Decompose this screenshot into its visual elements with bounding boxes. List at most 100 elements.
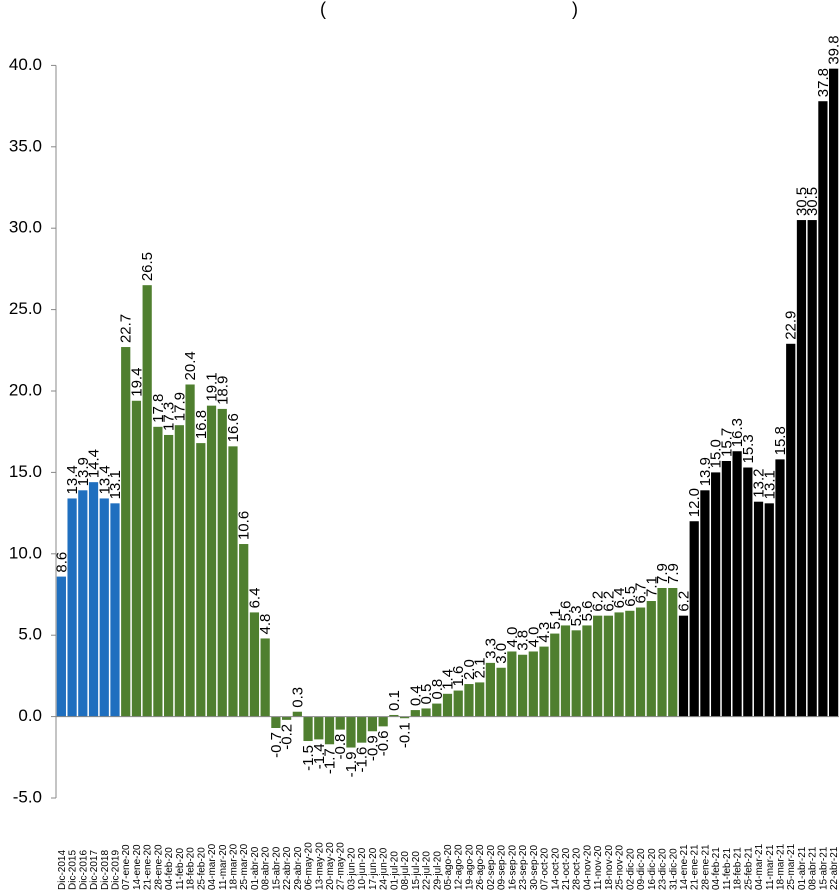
bar [110, 503, 120, 717]
data-label: 3.0 [493, 643, 510, 664]
data-label: 13.2 [751, 468, 768, 497]
x-tick-label: 14-ene-21 [679, 844, 690, 890]
data-label: -1.5 [300, 745, 317, 771]
data-label: 13.9 [75, 457, 92, 486]
x-tick-label: 25-mar-20 [239, 843, 250, 890]
data-label: 5.1 [547, 609, 564, 630]
bar [378, 716, 388, 727]
data-label: -0.1 [397, 722, 414, 748]
bar [560, 625, 571, 717]
bar [517, 654, 528, 717]
bar [174, 425, 184, 717]
y-tick-label: 30.0 [9, 218, 42, 237]
x-tick-label: 11-nov-20 [593, 845, 604, 890]
data-label: 6.4 [611, 588, 628, 609]
bar [603, 615, 613, 717]
data-label: -1.4 [311, 743, 328, 769]
bar [335, 716, 345, 730]
data-label: 19.1 [204, 372, 221, 401]
data-label: 1.6 [450, 666, 467, 687]
x-tick-label: 16-sep-20 [507, 845, 518, 890]
bar [56, 576, 66, 717]
bar [614, 612, 624, 717]
bar [421, 708, 431, 717]
data-label: 26.5 [139, 252, 156, 281]
x-tick-label: 04-mar-21 [754, 843, 765, 890]
data-label: 13.4 [64, 465, 81, 494]
bar [678, 615, 689, 717]
bar [249, 612, 260, 717]
x-tick-label: Dic-2018 [100, 850, 111, 890]
bar [743, 467, 753, 717]
bar [410, 710, 420, 717]
x-tick-label: 02-dic-20 [625, 848, 636, 890]
x-tick-label: 17-jun-20 [368, 847, 379, 890]
bar [324, 716, 335, 745]
bar [432, 703, 442, 717]
data-labels: 8.613.413.914.413.413.122.719.426.517.81… [53, 35, 839, 777]
bar [228, 446, 238, 717]
x-tick-label: 04-feb-20 [164, 847, 175, 890]
bar [528, 651, 538, 717]
x-tick-label: 16-dic-20 [647, 848, 658, 890]
x-tick-label: 21-oct-20 [561, 847, 572, 890]
x-tick-label: 08-abr-21 [808, 846, 819, 890]
data-label: 4.0 [525, 627, 542, 648]
bar [485, 662, 496, 717]
data-label: 6.2 [675, 591, 692, 612]
bar [121, 347, 131, 717]
data-label: 0.8 [429, 679, 446, 700]
x-tick-label: 01-abr-21 [797, 846, 808, 890]
x-tick-label: 18-feb-20 [186, 847, 197, 890]
x-tick-label: 04-feb-21 [711, 847, 722, 890]
y-tick-label: 0.0 [18, 706, 42, 725]
data-label: 5.6 [579, 601, 596, 622]
bar [807, 220, 817, 717]
data-label: 17.9 [171, 392, 188, 421]
bar [314, 716, 324, 740]
y-tick-label: 5.0 [18, 625, 42, 644]
bar [818, 101, 828, 717]
bar [582, 625, 592, 717]
x-tick-label: 20-may-20 [325, 842, 336, 890]
bar [668, 587, 678, 717]
x-tick-label: 22-abr-21 [829, 846, 839, 890]
chart-title-open: ( [320, 0, 326, 19]
data-label: 6.2 [600, 591, 617, 612]
data-label: 5.3 [568, 605, 585, 626]
x-tick-label: 19-ago-20 [464, 844, 475, 890]
data-label: 4.8 [257, 614, 274, 635]
bar [303, 716, 313, 742]
bar [346, 716, 356, 748]
bar [367, 716, 378, 732]
bar [764, 503, 774, 717]
bar [635, 607, 646, 717]
x-tick-label: 23-sep-20 [518, 845, 529, 890]
x-tick-label: Dic-2015 [68, 850, 79, 890]
bar [646, 601, 656, 717]
bar [732, 451, 742, 717]
x-tick-label: 04-mar-20 [207, 843, 218, 890]
data-label: 6.4 [246, 588, 263, 609]
data-label: 13.1 [107, 470, 124, 499]
x-tick-label: 04-nov-20 [582, 845, 593, 890]
data-label: 0.5 [418, 684, 435, 705]
x-tick-label: 11-feb-20 [175, 847, 186, 890]
data-label: 37.8 [815, 68, 832, 97]
x-tick-label: 30-sep-20 [529, 845, 540, 890]
x-axis: Dic-2014 Dic-2015 Dic-2016 Dic-2017 Dic-2018… [56, 716, 839, 890]
data-label: 15.3 [740, 434, 757, 463]
y-tick-label: 15.0 [9, 462, 42, 481]
bar [153, 426, 163, 717]
x-tick-label: Dic-2014 [57, 850, 68, 890]
bar [239, 544, 249, 717]
data-label: 22.7 [118, 314, 135, 343]
x-tick-label: 05-ago-20 [443, 844, 454, 890]
bar [99, 498, 109, 717]
bar [753, 501, 764, 717]
data-label: 13.4 [96, 465, 113, 494]
x-tick-label: 25-nov-20 [615, 845, 626, 890]
bar [550, 633, 560, 717]
data-label: 16.3 [729, 418, 746, 447]
